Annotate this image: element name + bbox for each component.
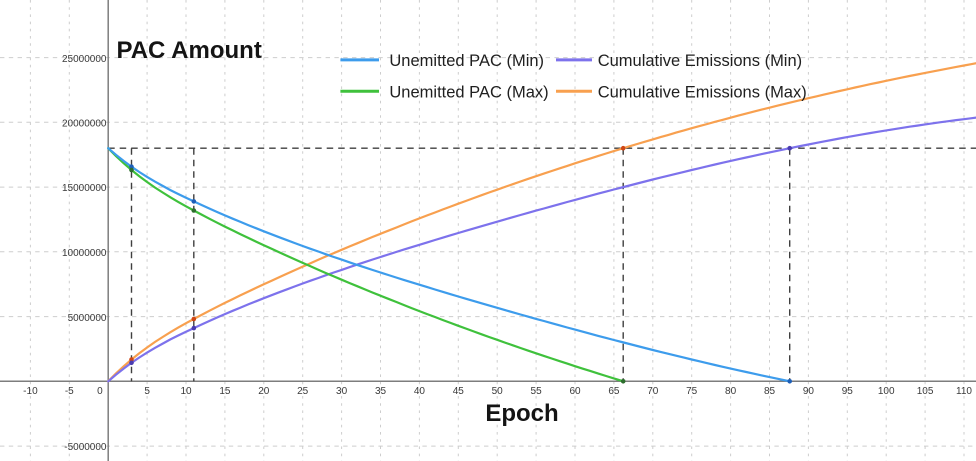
svg-text:-10: -10: [23, 386, 38, 397]
svg-text:15000000: 15000000: [62, 183, 107, 194]
svg-text:25000000: 25000000: [62, 54, 107, 65]
svg-text:Epoch: Epoch: [485, 400, 558, 427]
svg-text:35: 35: [375, 386, 387, 397]
svg-text:-5: -5: [65, 386, 74, 397]
svg-text:70: 70: [647, 386, 659, 397]
svg-text:10000000: 10000000: [62, 248, 107, 259]
svg-text:55: 55: [531, 386, 543, 397]
svg-text:10: 10: [180, 386, 192, 397]
svg-text:25: 25: [297, 386, 309, 397]
svg-text:Cumulative Emissions (Max): Cumulative Emissions (Max): [598, 83, 807, 101]
svg-text:Unemitted PAC (Min): Unemitted PAC (Min): [389, 52, 544, 70]
svg-text:5000000: 5000000: [68, 313, 107, 324]
svg-text:Unemitted PAC (Max): Unemitted PAC (Max): [389, 83, 548, 101]
svg-text:65: 65: [608, 386, 620, 397]
svg-text:20000000: 20000000: [62, 119, 107, 130]
svg-text:15: 15: [219, 386, 231, 397]
svg-text:105: 105: [917, 386, 934, 397]
svg-text:-5000000: -5000000: [64, 442, 107, 453]
svg-text:75: 75: [686, 386, 698, 397]
svg-text:50: 50: [492, 386, 504, 397]
svg-text:40: 40: [414, 386, 426, 397]
svg-text:Cumulative Emissions (Min): Cumulative Emissions (Min): [598, 52, 802, 70]
svg-text:110: 110: [956, 386, 972, 397]
svg-text:95: 95: [842, 386, 854, 397]
svg-text:100: 100: [878, 386, 895, 397]
svg-text:60: 60: [569, 386, 581, 397]
svg-text:0: 0: [97, 386, 103, 397]
svg-text:85: 85: [764, 386, 776, 397]
svg-text:90: 90: [803, 386, 815, 397]
svg-text:80: 80: [725, 386, 737, 397]
svg-text:5: 5: [144, 386, 150, 397]
svg-text:45: 45: [453, 386, 465, 397]
svg-text:PAC Amount: PAC Amount: [117, 37, 262, 64]
svg-text:20: 20: [258, 386, 270, 397]
svg-text:30: 30: [336, 386, 348, 397]
